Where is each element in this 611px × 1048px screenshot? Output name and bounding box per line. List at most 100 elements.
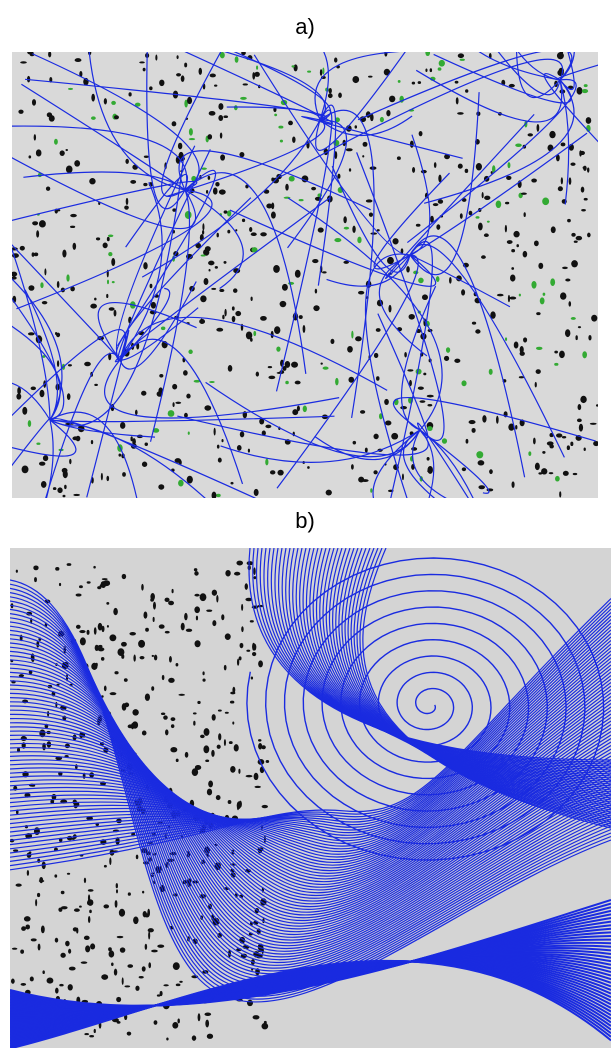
speckle: [184, 412, 188, 418]
speckle: [21, 926, 27, 931]
speckle: [186, 393, 191, 399]
speckle: [233, 288, 238, 293]
speckle: [279, 139, 284, 143]
speckle: [550, 278, 556, 287]
streamline: [103, 359, 340, 419]
speckle: [455, 97, 459, 105]
speckle: [279, 300, 287, 308]
streamline: [45, 419, 54, 498]
speckle: [184, 99, 188, 108]
speckle: [511, 481, 515, 488]
speckle: [425, 68, 428, 73]
speckle: [575, 235, 583, 241]
speckle: [561, 436, 567, 439]
speckle: [255, 371, 260, 377]
speckle: [208, 780, 214, 788]
speckle: [168, 677, 175, 683]
streamline: [10, 676, 611, 938]
speckle: [60, 890, 65, 895]
speckle: [580, 186, 585, 193]
speckle: [354, 125, 358, 129]
speckle: [236, 445, 242, 451]
speckle: [330, 338, 335, 344]
speckle: [220, 154, 226, 161]
streamline: [10, 703, 611, 894]
speckle: [106, 293, 109, 299]
speckle: [130, 179, 137, 184]
speckle: [184, 751, 189, 758]
speckle: [232, 686, 236, 694]
speckle: [101, 578, 108, 581]
speckle: [35, 899, 38, 907]
speckle: [260, 315, 267, 321]
speckle: [54, 331, 58, 335]
speckle: [437, 67, 442, 71]
speckle: [231, 315, 236, 323]
speckle: [209, 73, 216, 78]
speckle: [531, 281, 537, 289]
speckle: [538, 472, 543, 475]
speckle: [559, 491, 562, 498]
speckle: [589, 422, 597, 425]
streamline: [385, 113, 535, 280]
speckle: [143, 262, 148, 270]
speckle: [127, 724, 133, 729]
speckle: [123, 678, 128, 682]
streamline: [10, 720, 611, 908]
speckle: [400, 248, 404, 254]
speckle: [254, 71, 260, 77]
speckle: [511, 267, 515, 270]
speckle: [536, 123, 540, 132]
speckle: [150, 598, 154, 602]
speckle: [577, 326, 582, 329]
speckle: [571, 232, 576, 237]
speckle: [227, 365, 233, 372]
speckle: [56, 360, 60, 367]
speckle: [257, 604, 264, 608]
speckle: [506, 175, 512, 181]
speckle: [242, 83, 248, 86]
streamline: [433, 53, 572, 104]
speckle: [417, 386, 424, 390]
speckle: [322, 271, 327, 274]
speckle: [150, 301, 157, 309]
speckle: [151, 686, 155, 691]
speckle: [258, 739, 262, 742]
speckle: [108, 307, 115, 311]
speckle: [215, 182, 220, 187]
speckle: [515, 424, 518, 430]
speckle: [564, 329, 571, 338]
speckle: [201, 167, 207, 170]
speckle: [266, 203, 273, 209]
speckle: [579, 150, 585, 156]
streamline: [97, 301, 197, 361]
speckle: [187, 96, 193, 105]
speckle: [159, 374, 164, 378]
speckle: [482, 415, 487, 423]
streamline: [119, 316, 388, 391]
speckle: [98, 644, 103, 648]
speckle: [175, 983, 181, 987]
speckle: [113, 968, 118, 976]
speckle: [495, 200, 502, 209]
speckle: [433, 162, 437, 168]
speckle: [223, 739, 226, 746]
speckle: [163, 715, 168, 720]
speckle: [36, 230, 40, 238]
speckle: [576, 418, 582, 423]
streamline: [10, 598, 611, 871]
streamline: [12, 419, 77, 457]
speckle: [152, 616, 155, 623]
speckle: [311, 186, 317, 191]
streamline: [12, 298, 65, 421]
speckle: [36, 640, 40, 648]
speckle: [370, 113, 374, 122]
speckle: [27, 332, 35, 336]
speckle: [271, 202, 275, 210]
speckle: [212, 187, 218, 195]
speckle: [357, 236, 362, 244]
speckle: [101, 974, 109, 980]
streamline: [10, 608, 611, 858]
speckle: [200, 734, 205, 739]
speckle: [142, 890, 145, 894]
